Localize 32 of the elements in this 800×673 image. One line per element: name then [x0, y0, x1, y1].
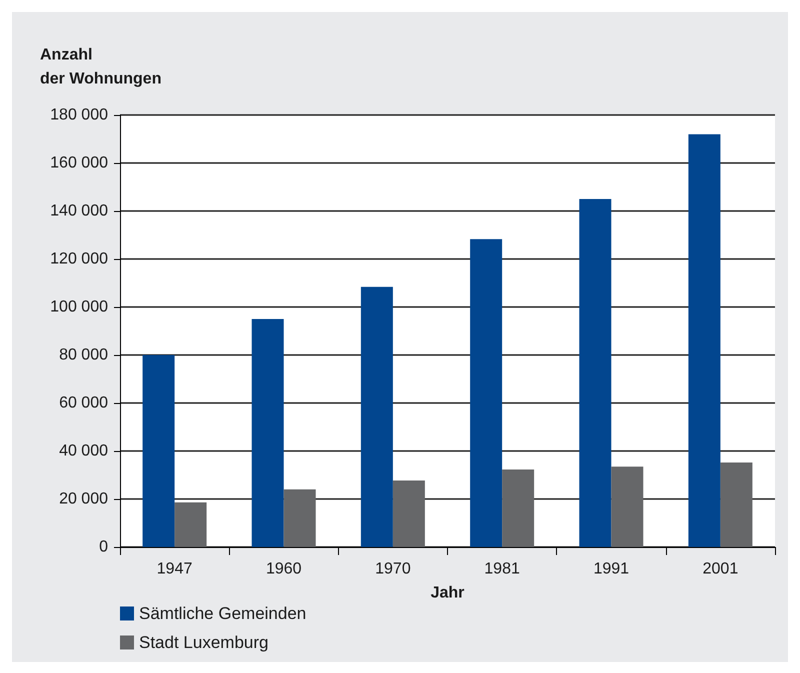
- bar: [142, 355, 175, 547]
- bar: [720, 462, 752, 547]
- x-tick-label: 1970: [375, 560, 411, 578]
- y-tick-label: 140 000: [50, 202, 108, 220]
- x-tick-label: 2001: [702, 560, 738, 578]
- y-tick-label: 100 000: [50, 298, 108, 316]
- bar: [392, 480, 425, 547]
- legend-label: Sämtliche Gemeinden: [139, 604, 306, 623]
- bar: [470, 239, 502, 547]
- bar: [502, 469, 534, 547]
- x-tick-label: 1960: [266, 560, 302, 578]
- y-tick-label: 160 000: [50, 154, 108, 172]
- y-tick-label: 60 000: [59, 394, 108, 412]
- bar: [579, 199, 612, 547]
- x-tick-label: 1991: [593, 560, 630, 578]
- y-tick-label: 80 000: [59, 346, 108, 364]
- x-tick-label: 1981: [484, 560, 520, 578]
- bar: [252, 319, 284, 547]
- y-tick-label: 120 000: [50, 250, 108, 268]
- y-axis-title: Anzahl der Wohnungen: [40, 46, 162, 88]
- bar: [611, 466, 644, 547]
- x-axis-title: Jahr: [430, 584, 464, 602]
- bar: [360, 286, 393, 547]
- bar: [284, 489, 316, 547]
- bar: [174, 502, 207, 547]
- y-tick-label: 20 000: [59, 490, 108, 508]
- bar: [688, 134, 720, 547]
- y-tick-label: 40 000: [59, 442, 108, 460]
- x-tick-label: 1947: [156, 560, 192, 578]
- y-tick-label: 0: [99, 538, 108, 556]
- y-tick-label: 180 000: [50, 106, 108, 124]
- legend-label: Stadt Luxemburg: [139, 633, 268, 652]
